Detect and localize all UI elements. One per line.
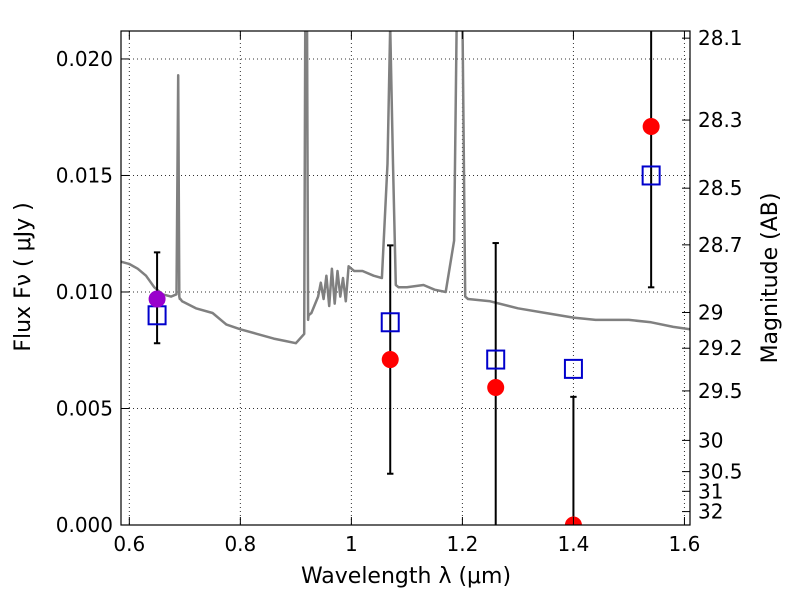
model-square-marker	[486, 349, 506, 370]
x-tick-label: 1.2	[446, 532, 478, 556]
x-tick-label: 0.8	[224, 532, 256, 556]
magnitude-tick-label: 29.5	[698, 379, 743, 403]
x-tick-label: 1	[345, 532, 358, 556]
y-tick-label: 0.005	[56, 396, 113, 420]
magnitude-tick-label: 31	[698, 479, 723, 503]
plot-border	[120, 30, 691, 526]
y-tick-label: 0.020	[56, 47, 113, 71]
magnitude-tick-label: 28.1	[698, 26, 743, 50]
magnitude-tick-label: 30.5	[698, 460, 743, 484]
plot-area	[121, 31, 690, 525]
magnitude-tick-label: 29.2	[698, 336, 743, 360]
x-tick-label: 0.6	[113, 532, 145, 556]
magnitude-tick-label: 30	[698, 428, 723, 452]
magnitude-tick-label: 28.3	[698, 108, 743, 132]
plot-frame	[120, 30, 691, 526]
x-tick-label: 1.4	[558, 532, 590, 556]
x-axis: 0.6 0.8 1 1.2 1.4 1.6	[113, 31, 700, 556]
y-axis-label: Flux Fν ( μJy )	[11, 202, 36, 351]
y-tick-label: 0.015	[56, 163, 113, 187]
model-square-marker	[641, 165, 661, 186]
x-axis-label: Wavelength λ (μm)	[301, 564, 511, 589]
observed-circle-marker	[148, 290, 166, 308]
spectrum-line	[121, 31, 690, 345]
observed-circle-marker	[642, 118, 660, 136]
observed-circle-marker	[381, 351, 399, 369]
y-tick-label: 0.000	[56, 513, 113, 537]
magnitude-tick-label: 32	[698, 500, 723, 524]
magnitude-tick-label: 29	[698, 300, 723, 324]
y-axis: 0.000 0.005 0.010 0.015 0.020	[56, 47, 129, 537]
magnitude-tick-label: 28.7	[698, 233, 743, 257]
observed-circle-marker	[487, 379, 505, 397]
grid-lines	[121, 31, 690, 526]
magnitude-axis-label: Magnitude (AB)	[758, 193, 783, 364]
model-square-marker	[563, 358, 583, 379]
magnitude-tick-label: 28.5	[698, 176, 743, 200]
x-tick-label: 1.6	[669, 532, 701, 556]
y-tick-label: 0.010	[56, 280, 113, 304]
model-square-marker	[380, 312, 400, 333]
